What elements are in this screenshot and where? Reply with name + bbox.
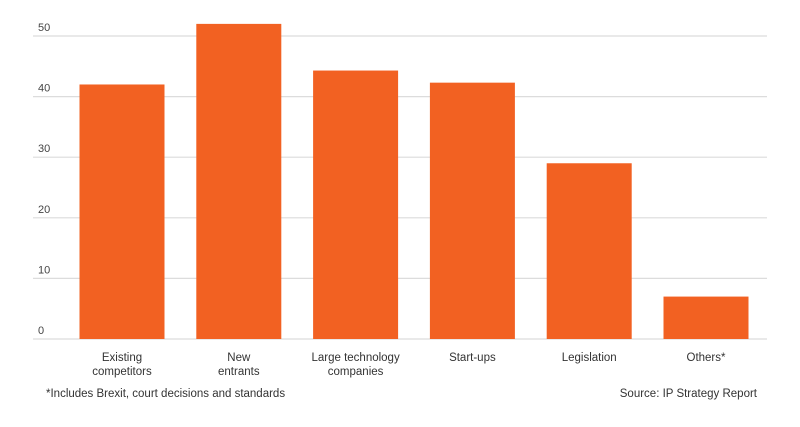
bars — [79, 23, 749, 340]
y-tick-label: 40 — [38, 83, 50, 95]
x-tick-label: companies — [328, 366, 384, 378]
bar — [663, 296, 749, 339]
bar — [313, 70, 399, 340]
x-tick-label: Large technology — [311, 352, 399, 364]
y-tick-label: 20 — [38, 204, 50, 216]
bar — [196, 23, 282, 339]
x-tick-label: entrants — [218, 366, 260, 378]
x-tick-label: competitors — [92, 366, 152, 378]
x-tick-label: New — [227, 352, 251, 364]
source-note: Source: IP Strategy Report — [619, 388, 757, 400]
gridlines: 0 10 20 30 40 50 — [33, 22, 767, 340]
bar — [79, 84, 165, 339]
y-tick-label: 30 — [38, 143, 50, 155]
category-labels: Existing competitors New entrants Large tech… — [92, 352, 726, 378]
y-tick-label: 50 — [38, 22, 50, 34]
bar — [546, 163, 632, 339]
footnote: *Includes Brexit, court decisions and st… — [46, 388, 286, 400]
x-tick-label: Existing — [102, 352, 142, 364]
bar — [429, 82, 515, 340]
x-tick-label: Legislation — [562, 352, 617, 364]
y-tick-label: 0 — [38, 325, 44, 337]
y-tick-label: 10 — [38, 264, 50, 276]
x-tick-label: Others* — [687, 352, 727, 364]
x-tick-label: Start-ups — [449, 352, 496, 364]
